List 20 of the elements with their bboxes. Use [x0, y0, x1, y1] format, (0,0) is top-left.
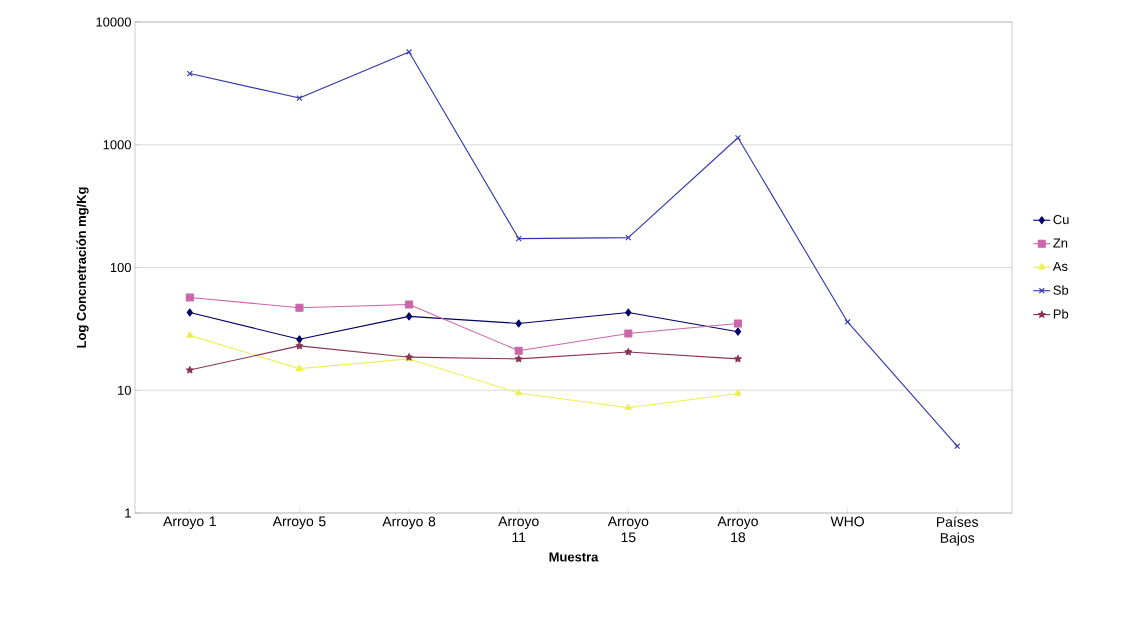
x-tick-label: Arroyo 11 — [498, 516, 539, 543]
y-axis-title: Log Concnetración mg/Kg — [76, 187, 89, 348]
y-tick-label: 1000 — [103, 140, 131, 150]
x-tick-label: Arroyo 8 — [382, 516, 436, 530]
y-tick-label: 10000 — [96, 17, 131, 27]
y-tick-label: 10 — [118, 385, 131, 395]
x-tick-label: Países Bajos — [937, 516, 979, 546]
x-tick-label: Arroyo 5 — [272, 516, 326, 530]
x-tick-label: Arroyo 18 — [717, 516, 758, 543]
legend-label: Pb — [1053, 309, 1069, 319]
legend-label: As — [1052, 261, 1068, 271]
legend-label: Sb — [1053, 285, 1069, 295]
y-tick-label: 100 — [110, 262, 131, 273]
x-tick-label: WHO — [830, 516, 864, 527]
y-tick-label: 1 — [125, 508, 131, 518]
legend-label: Zn — [1053, 238, 1068, 248]
x-tick-label: Arroyo 15 — [607, 516, 649, 543]
x-tick-label: Arroyo 1 — [163, 516, 216, 530]
legend-label: Cu — [1053, 214, 1069, 225]
x-axis-title: Muestra — [549, 552, 599, 562]
